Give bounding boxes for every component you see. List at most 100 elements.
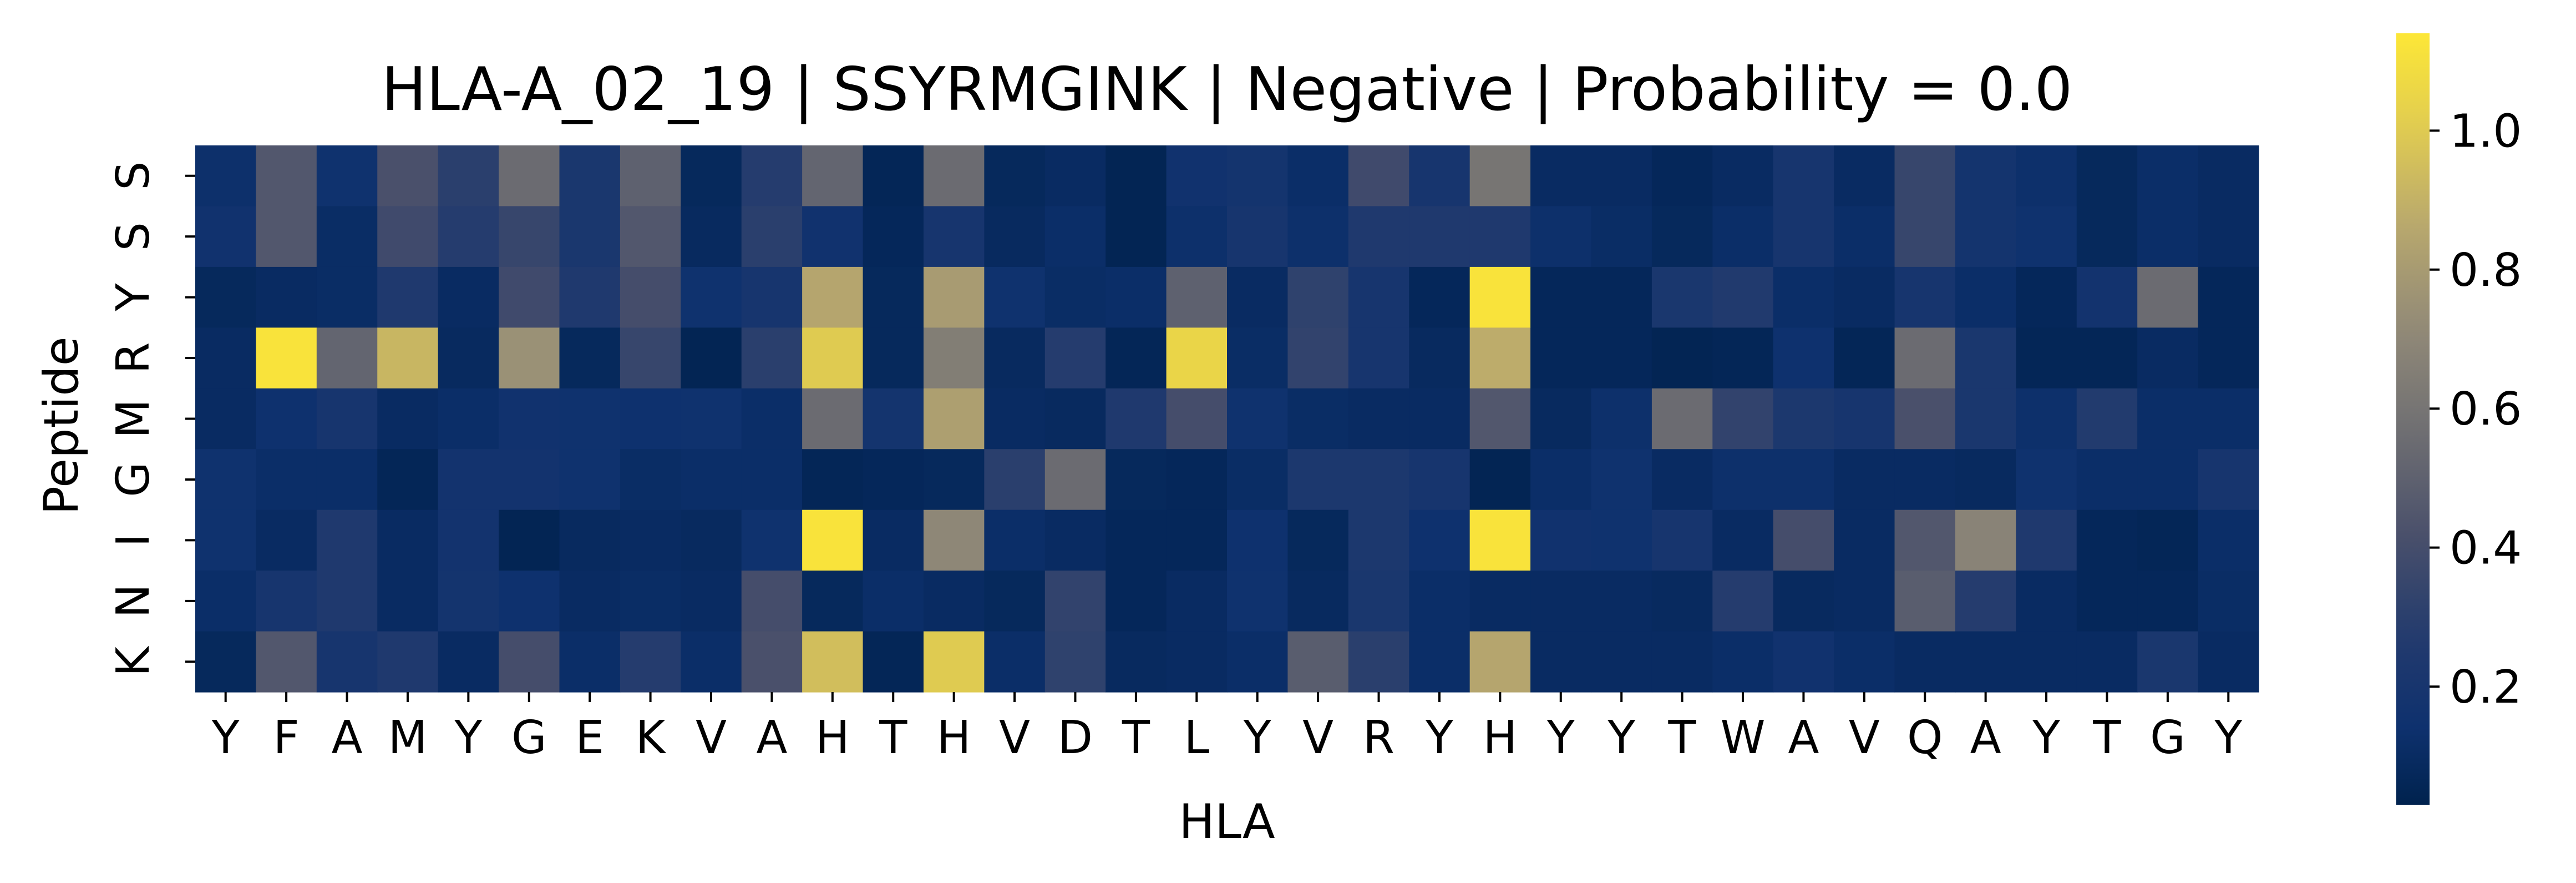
heatmap-cell	[1287, 145, 1349, 207]
heatmap-cell	[2076, 145, 2138, 207]
heatmap-cell	[741, 388, 803, 450]
heatmap-cell	[1530, 571, 1592, 632]
heatmap-cell	[802, 388, 864, 450]
heatmap-cell	[1591, 631, 1652, 693]
heatmap-cell	[802, 266, 864, 328]
heatmap-cell	[256, 145, 317, 207]
heatmap-cell	[1834, 145, 1895, 207]
heatmap-cell	[1106, 509, 1167, 571]
heatmap-cell	[620, 145, 681, 207]
heatmap-cell	[2076, 509, 2138, 571]
heatmap-cell	[984, 266, 1046, 328]
heatmap-cell	[984, 631, 1046, 693]
heatmap-cell	[1106, 266, 1167, 328]
heatmap-cell	[1469, 509, 1531, 571]
heatmap-cell	[1651, 571, 1713, 632]
heatmap-cell	[984, 388, 1046, 450]
heatmap-cell	[1409, 266, 1470, 328]
heatmap-cell	[1773, 145, 1834, 207]
heatmap-cell	[499, 631, 560, 693]
heatmap-cell	[256, 631, 317, 693]
heatmap-cell	[1227, 388, 1289, 450]
heatmap-cell	[1834, 631, 1895, 693]
heatmap-cell	[1955, 266, 2016, 328]
x-tick-label: Y	[211, 712, 240, 764]
heatmap-cell	[1651, 266, 1713, 328]
heatmap-cell	[802, 206, 864, 268]
heatmap-cell	[863, 206, 924, 268]
heatmap-cell	[620, 631, 681, 693]
heatmap-cell	[1166, 571, 1228, 632]
chart-title: HLA-A_02_19 | SSYRMGINK | Negative | Pro…	[382, 55, 2073, 124]
heatmap-cell	[1469, 449, 1531, 511]
heatmap-cell	[438, 571, 499, 632]
heatmap-cell	[1287, 509, 1349, 571]
heatmap-cell	[1227, 327, 1289, 389]
heatmap-cell	[1894, 327, 1956, 389]
heatmap-cell	[863, 571, 924, 632]
heatmap-cell	[195, 327, 257, 389]
heatmap-cell	[923, 145, 985, 207]
colorbar-tick-label: 0.6	[2450, 383, 2522, 436]
x-tick-label: A	[756, 712, 787, 764]
heatmap-cell	[863, 327, 924, 389]
heatmap-cell	[499, 509, 560, 571]
heatmap-cell	[1106, 571, 1167, 632]
heatmap-cell	[2016, 206, 2077, 268]
heatmap-cell	[1894, 206, 1956, 268]
heatmap-cell	[377, 327, 439, 389]
heatmap-cell	[1227, 571, 1289, 632]
heatmap-cell	[377, 206, 439, 268]
heatmap-cell	[802, 571, 864, 632]
heatmap-cell	[2016, 509, 2077, 571]
heatmap-cell	[1409, 509, 1470, 571]
x-tick-label: T	[879, 712, 907, 764]
y-tick-label: K	[107, 645, 160, 677]
heatmap-cell	[1469, 266, 1531, 328]
heatmap-cell	[2198, 327, 2259, 389]
y-tick-label: M	[107, 399, 160, 438]
y-tick-label: N	[107, 584, 160, 618]
heatmap-cell	[923, 509, 985, 571]
heatmap-cell	[438, 206, 499, 268]
heatmap-cell	[1287, 631, 1349, 693]
heatmap-cell	[1166, 509, 1228, 571]
heatmap-cell	[1773, 449, 1834, 511]
heatmap-cells	[195, 145, 2259, 693]
heatmap-cell	[377, 388, 439, 450]
heatmap-cell	[1530, 145, 1592, 207]
y-tick-label: R	[107, 342, 160, 374]
heatmap-cell	[1348, 206, 1409, 268]
heatmap-cell	[2198, 449, 2259, 511]
heatmap-cell	[256, 266, 317, 328]
heatmap-cell	[802, 145, 864, 207]
heatmap-cell	[1894, 631, 1956, 693]
heatmap-cell	[1530, 327, 1592, 389]
heatmap-cell	[195, 571, 257, 632]
heatmap-cell	[2076, 206, 2138, 268]
heatmap-cell	[559, 266, 621, 328]
heatmap-cell	[316, 509, 378, 571]
heatmap-cell	[559, 449, 621, 511]
heatmap-cell	[2137, 206, 2199, 268]
heatmap-cell	[802, 509, 864, 571]
heatmap-cell	[923, 388, 985, 450]
heatmap-cell	[256, 449, 317, 511]
heatmap-cell	[1591, 571, 1652, 632]
heatmap-cell	[316, 571, 378, 632]
heatmap-cell	[863, 631, 924, 693]
heatmap-cell	[499, 388, 560, 450]
heatmap-cell	[2137, 388, 2199, 450]
heatmap-cell	[559, 327, 621, 389]
x-tick-label: Y	[1546, 712, 1575, 764]
heatmap-cell	[1591, 266, 1652, 328]
heatmap-cell	[1955, 145, 2016, 207]
heatmap-cell	[377, 509, 439, 571]
heatmap-cell	[681, 631, 742, 693]
heatmap-cell	[1227, 145, 1289, 207]
heatmap-cell	[1044, 206, 1106, 268]
heatmap-cell	[195, 145, 257, 207]
heatmap-cell	[1955, 388, 2016, 450]
x-tick-label: H	[1483, 712, 1518, 764]
